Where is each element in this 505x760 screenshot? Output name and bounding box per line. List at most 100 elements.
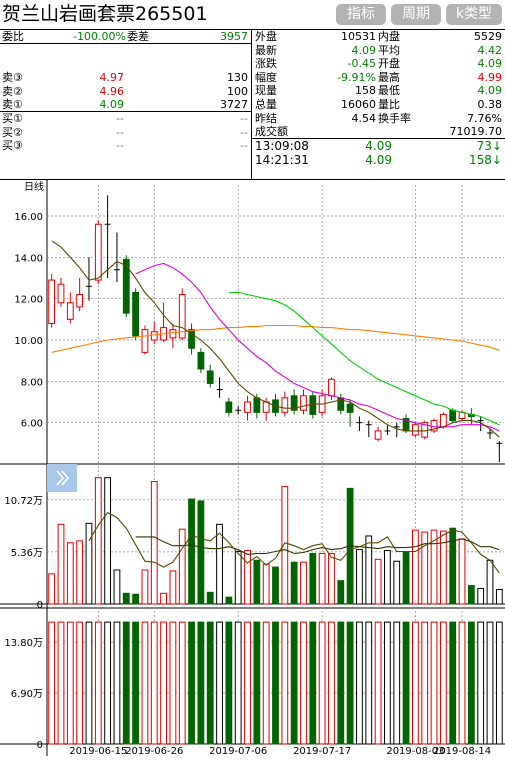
turnover-bar [346, 621, 354, 745]
turnover-bar [150, 621, 158, 745]
ask-label: 卖① [2, 98, 23, 112]
quote-bottom-border [0, 179, 505, 180]
candle-body [412, 424, 419, 436]
volume-ma-long-line [135, 536, 500, 555]
stat-label: 昨结 [255, 111, 277, 125]
ask-price: 4.09 [99, 98, 125, 112]
double-chevron-icon [56, 470, 70, 486]
volume-bar [150, 481, 158, 605]
date-label: 2019-06-26 [125, 746, 183, 756]
volume-bar [365, 535, 373, 605]
turnover-bar [412, 621, 419, 745]
bid-label: 买① [2, 112, 23, 125]
volume-bar [439, 530, 447, 605]
kline-chart-area[interactable]: 日线 16.00 14.00 12.00 10.00 8.00 6.00 10.72万 5.36… [0, 179, 505, 757]
turnover-bar [85, 621, 93, 745]
turnover-bar [356, 621, 363, 745]
candle-body [141, 329, 149, 353]
weibi-separator [0, 43, 251, 44]
candle-body [206, 370, 214, 384]
stat-value: 4.54 [351, 111, 377, 125]
k-type-button[interactable]: k类型 [446, 4, 502, 25]
volume-ma-short-line [88, 511, 500, 574]
period-button[interactable]: 周期 [391, 4, 441, 25]
turnover-bar [290, 621, 298, 745]
turnover-bar [374, 621, 382, 745]
ma10-line [135, 262, 500, 432]
weibi-value: -100.00% [73, 30, 126, 43]
turnover-bar [486, 621, 494, 745]
volume-bar [206, 591, 214, 605]
turnover-bar [57, 621, 65, 745]
page-title: 贺兰山岩画套票265501 [2, 3, 208, 25]
tick-volume: 73↓ [476, 139, 502, 153]
turnover-bar [113, 621, 121, 745]
ask-label: 卖② [2, 84, 23, 98]
stat-label: 开盘 [378, 57, 400, 71]
turnover-bar [66, 621, 74, 745]
stat-value: 4.09 [477, 57, 503, 71]
volume-tick-label: 5.36万 [11, 548, 43, 559]
stat-label: 现量 [255, 84, 277, 98]
turnover-tick-label: 13.80万 [4, 638, 43, 649]
volume-bar [356, 549, 363, 605]
price-tick-label: 8.00 [21, 377, 43, 388]
volume-tick-label: 10.72万 [4, 496, 43, 507]
stat-label: 总量 [255, 98, 277, 111]
turnover-bar [318, 621, 326, 745]
turnover-bar [458, 621, 466, 745]
header: 贺兰山岩画套票265501 指标 周期 k类型 [0, 0, 505, 29]
turnover-bar [244, 621, 251, 745]
bid-label: 买③ [2, 139, 23, 153]
turnover-bar [337, 621, 345, 745]
price-tick-label: 10.00 [14, 336, 43, 347]
volume-bar [477, 587, 485, 605]
turnover-bar [225, 621, 233, 745]
candle-body [132, 291, 139, 337]
turnover-bar [430, 621, 438, 745]
turnover-bar [122, 621, 130, 745]
turnover-bar [365, 621, 373, 745]
stat-value: -9.91% [337, 70, 376, 84]
candle-body [225, 401, 233, 413]
volume-bar [104, 477, 112, 605]
indicator-button[interactable]: 指标 [336, 4, 386, 25]
ask-label: 卖③ [2, 71, 23, 84]
turnover-bar [421, 621, 429, 745]
date-label: 2019-08-03 [386, 746, 444, 756]
volume-bar [76, 540, 84, 605]
stat-label: 涨跌 [255, 57, 277, 71]
volume-bar [113, 569, 121, 605]
volume-tick-label: 0 [37, 600, 43, 611]
tick-time: 14:21:31 [255, 153, 309, 167]
volume-bar [234, 551, 242, 605]
volume-bar [328, 552, 335, 605]
date-label: 2019-06-15 [69, 746, 127, 756]
stat-value: 16060 [341, 98, 376, 111]
stat-value: 7.76% [467, 111, 502, 125]
turnover-bar [272, 621, 279, 745]
weicha-label: 委差 [127, 30, 149, 43]
turnover-bar [495, 621, 503, 745]
stat-label: 成交额 [255, 125, 288, 139]
turnover-bar [253, 621, 261, 745]
turnover-bar [169, 621, 177, 745]
turnover-tick-label: 0 [37, 740, 43, 751]
volume-bar [309, 552, 317, 605]
stat-value: 4.09 [351, 43, 377, 57]
volume-bar [85, 522, 93, 605]
date-label: 2019-07-17 [293, 746, 351, 756]
turnover-bar [188, 621, 195, 745]
kline-chart[interactable]: 日线 16.00 14.00 12.00 10.00 8.00 6.00 10.72万 5.36… [0, 179, 505, 757]
candle-body [309, 395, 317, 415]
stat-value: 71019.70 [449, 125, 503, 139]
weibi-label: 委比 [2, 30, 24, 43]
turnover-bar [477, 621, 485, 745]
volume-bar [244, 550, 251, 605]
price-tick-label: 6.00 [21, 419, 43, 430]
volume-bar [216, 523, 223, 605]
price-tick-label: 12.00 [14, 295, 43, 306]
volume-bar [412, 529, 419, 605]
volume-bar [122, 592, 130, 605]
stat-value: -0.45 [347, 57, 376, 71]
